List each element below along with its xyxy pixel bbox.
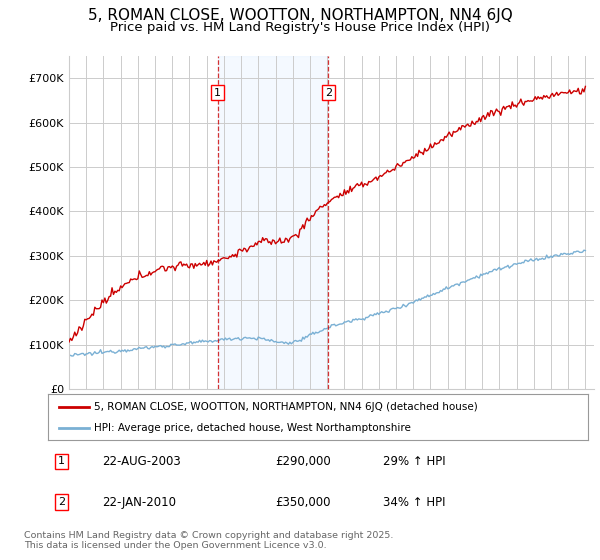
Text: 5, ROMAN CLOSE, WOOTTON, NORTHAMPTON, NN4 6JQ (detached house): 5, ROMAN CLOSE, WOOTTON, NORTHAMPTON, NN… (94, 402, 478, 412)
Text: 22-JAN-2010: 22-JAN-2010 (102, 496, 176, 508)
Text: 22-AUG-2003: 22-AUG-2003 (102, 455, 181, 468)
Text: £350,000: £350,000 (275, 496, 330, 508)
Bar (218, 56, 328, 389)
Text: 1: 1 (214, 88, 221, 97)
Text: 5, ROMAN CLOSE, WOOTTON, NORTHAMPTON, NN4 6JQ: 5, ROMAN CLOSE, WOOTTON, NORTHAMPTON, NN… (88, 8, 512, 24)
Text: Price paid vs. HM Land Registry's House Price Index (HPI): Price paid vs. HM Land Registry's House … (110, 21, 490, 34)
Text: 2: 2 (325, 88, 332, 97)
Text: 2: 2 (58, 497, 65, 507)
Text: 34% ↑ HPI: 34% ↑ HPI (383, 496, 445, 508)
Text: 1: 1 (58, 456, 65, 466)
Text: 29% ↑ HPI: 29% ↑ HPI (383, 455, 445, 468)
Text: £290,000: £290,000 (275, 455, 331, 468)
Text: Contains HM Land Registry data © Crown copyright and database right 2025.
This d: Contains HM Land Registry data © Crown c… (24, 531, 394, 550)
Text: HPI: Average price, detached house, West Northamptonshire: HPI: Average price, detached house, West… (94, 423, 411, 433)
